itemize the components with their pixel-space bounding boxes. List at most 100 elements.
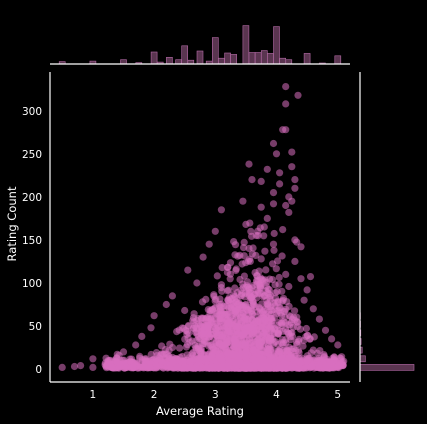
scatter-point bbox=[232, 265, 240, 273]
scatter-point bbox=[245, 289, 253, 297]
top-hist-bar bbox=[181, 45, 188, 65]
scatter-point bbox=[309, 305, 317, 313]
scatter-point bbox=[282, 305, 290, 313]
scatter-point bbox=[315, 354, 323, 362]
scatter-point bbox=[162, 350, 170, 358]
scatter-point bbox=[77, 362, 85, 370]
scatter-point bbox=[257, 177, 265, 185]
scatter-point bbox=[235, 323, 243, 331]
scatter-point bbox=[231, 284, 239, 292]
y-tick-label: 300 bbox=[22, 106, 42, 118]
scatter-point bbox=[213, 309, 221, 317]
scatter-point bbox=[260, 292, 268, 300]
scatter-point bbox=[184, 266, 192, 274]
scatter-point bbox=[240, 238, 248, 246]
top-histogram bbox=[58, 25, 342, 65]
scatter-point bbox=[278, 364, 286, 372]
scatter-point bbox=[273, 257, 282, 265]
scatter-point bbox=[328, 360, 336, 368]
scatter-point bbox=[276, 169, 284, 177]
scatter-point bbox=[186, 363, 194, 371]
scatter-point bbox=[264, 300, 272, 308]
scatter-point bbox=[245, 244, 253, 253]
scatter-point bbox=[70, 362, 79, 371]
scatter-point bbox=[147, 324, 155, 332]
scatter-point bbox=[179, 357, 187, 365]
scatter-point bbox=[288, 148, 296, 156]
scatter-point bbox=[244, 316, 252, 324]
top-hist-bar bbox=[230, 54, 237, 65]
scatter-point bbox=[315, 315, 323, 323]
y-tick-label: 50 bbox=[29, 321, 42, 333]
scatter-point bbox=[132, 341, 140, 349]
scatter-point bbox=[293, 338, 301, 346]
scatter-point bbox=[270, 246, 278, 254]
scatter-point bbox=[302, 364, 310, 372]
top-hist-bar bbox=[166, 56, 173, 65]
scatter-point bbox=[172, 363, 180, 372]
scatter-point bbox=[252, 251, 260, 259]
scatter-point bbox=[261, 247, 269, 255]
scatter-point bbox=[204, 324, 212, 332]
scatter-point bbox=[260, 232, 268, 240]
x-tick-labels: 1 2 3 4 5 bbox=[90, 389, 342, 401]
scatter-point bbox=[239, 309, 247, 317]
scatter-point bbox=[269, 189, 278, 197]
scatter-point bbox=[277, 319, 285, 327]
scatter-point bbox=[193, 330, 201, 338]
y-tick-label: 200 bbox=[22, 192, 42, 204]
scatter-point bbox=[263, 330, 271, 338]
scatter-point bbox=[236, 251, 244, 259]
scatter-point bbox=[220, 324, 229, 332]
scatter-point bbox=[288, 197, 296, 205]
top-hist-bar bbox=[218, 57, 225, 65]
scatter-point bbox=[288, 364, 296, 372]
scatter-point bbox=[150, 312, 158, 320]
scatter-point bbox=[202, 295, 210, 303]
top-hist-bar bbox=[303, 53, 311, 65]
scatter-point bbox=[291, 184, 299, 192]
scatter-point bbox=[257, 203, 265, 211]
scatter-point bbox=[334, 362, 342, 371]
scatter-point bbox=[244, 323, 252, 331]
scatter-point bbox=[223, 287, 232, 295]
scatter-point bbox=[108, 363, 116, 372]
x-tick-label: 3 bbox=[212, 389, 219, 401]
scatter-point bbox=[282, 270, 290, 278]
scatter-point bbox=[282, 83, 290, 91]
top-hist-bar bbox=[273, 26, 280, 65]
scatter-point bbox=[229, 358, 237, 366]
top-hist-bar bbox=[224, 52, 231, 65]
scatter-point bbox=[216, 315, 224, 323]
scatter-point bbox=[297, 243, 305, 251]
scatter-points bbox=[58, 83, 348, 372]
x-axis-label: Average Rating bbox=[156, 404, 244, 418]
x-tick-label: 2 bbox=[151, 389, 158, 401]
scatter-point bbox=[220, 302, 228, 310]
scatter-point bbox=[306, 273, 315, 281]
scatter-point bbox=[233, 312, 242, 320]
scatter-point bbox=[101, 361, 109, 369]
scatter-point bbox=[223, 316, 231, 324]
right-hist-bar bbox=[359, 355, 366, 363]
scatter-point bbox=[199, 253, 207, 261]
scatter-point bbox=[212, 339, 220, 347]
scatter-point bbox=[223, 349, 232, 357]
scatter-point bbox=[264, 345, 272, 353]
right-histogram bbox=[359, 312, 415, 371]
scatter-point bbox=[272, 265, 280, 273]
scatter-point bbox=[230, 331, 238, 339]
scatter-point bbox=[213, 272, 221, 280]
scatter-point bbox=[129, 363, 137, 371]
scatter-point bbox=[181, 306, 189, 315]
scatter-point bbox=[251, 319, 259, 327]
scatter-point bbox=[316, 347, 324, 355]
scatter-point bbox=[282, 201, 290, 210]
scatter-point bbox=[290, 313, 298, 321]
scatter-point bbox=[175, 344, 184, 352]
scatter-point bbox=[245, 160, 253, 168]
scatter-point bbox=[285, 343, 293, 351]
scatter-point bbox=[276, 180, 284, 188]
scatter-point bbox=[303, 286, 311, 294]
scatter-point bbox=[235, 359, 244, 367]
